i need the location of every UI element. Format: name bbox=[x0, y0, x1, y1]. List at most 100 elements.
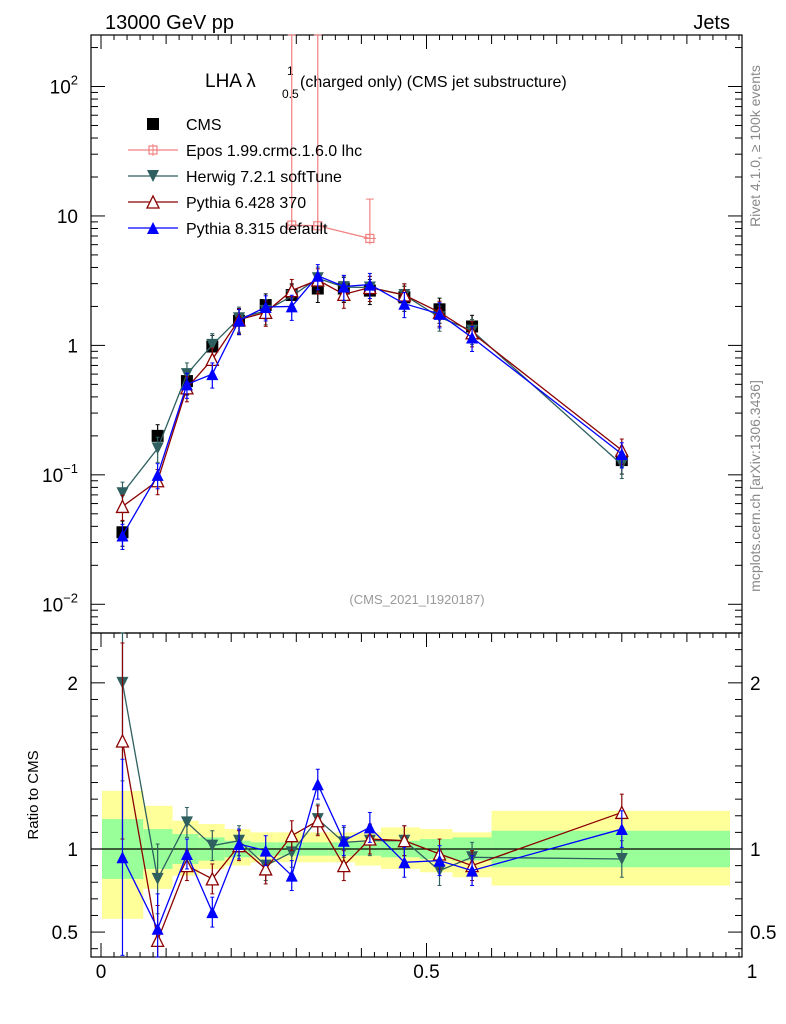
herwig-marker bbox=[151, 872, 164, 885]
main-axes: 10−2 10−1 1 10 102 bbox=[42, 34, 743, 634]
pythia8-marker bbox=[433, 307, 446, 320]
series-herwig bbox=[116, 266, 628, 508]
analysis-id: (CMS_2021_I1920187) bbox=[349, 592, 484, 607]
ratio-axes: 0.5 0.5 1 1 2 2 0 0.5 1 bbox=[52, 632, 776, 983]
title-sub: 0.5 bbox=[282, 87, 299, 101]
pythia8-marker bbox=[233, 838, 246, 851]
x-tick-label: 0.5 bbox=[413, 962, 439, 983]
pythia8-marker bbox=[285, 869, 298, 882]
pythia8-marker bbox=[466, 331, 479, 344]
ratio-series-line bbox=[121, 782, 622, 931]
pythia8-marker bbox=[398, 297, 411, 310]
pythia6-marker bbox=[310, 813, 325, 828]
pythia6-marker bbox=[115, 733, 130, 748]
herwig-marker bbox=[206, 839, 219, 852]
pythia6-marker bbox=[284, 828, 299, 843]
epos-marker bbox=[285, 219, 298, 232]
legend-label: Pythia 8.315 default bbox=[186, 221, 328, 238]
series-pythia8 bbox=[116, 264, 628, 550]
pythia8-marker bbox=[615, 823, 628, 836]
herwig-marker bbox=[615, 852, 628, 865]
pythia8-marker bbox=[615, 447, 628, 460]
pythia8-marker bbox=[206, 906, 219, 919]
pythia6-marker bbox=[336, 858, 351, 873]
ratio-y-tick-label: 2 bbox=[67, 674, 78, 695]
ratio-series-layer bbox=[115, 632, 629, 958]
ratio-series-pythia6 bbox=[115, 642, 629, 958]
pythia8-marker bbox=[433, 854, 446, 867]
pythia8-marker bbox=[259, 300, 272, 313]
pythia6-marker bbox=[258, 861, 273, 876]
title-main: LHA λ bbox=[205, 71, 256, 92]
herwig-marker bbox=[285, 846, 298, 859]
pythia6-marker bbox=[205, 871, 220, 886]
side-label-rivet: Rivet 4.1.0, ≥ 100k events bbox=[747, 65, 763, 227]
pythia6-marker bbox=[115, 498, 130, 514]
pythia6-marker bbox=[397, 833, 412, 848]
main-series-layer bbox=[115, 34, 629, 550]
epos-marker bbox=[311, 219, 324, 232]
herwig-marker bbox=[206, 338, 219, 351]
series-line bbox=[121, 274, 623, 536]
y-tick-label: 1 bbox=[67, 336, 78, 357]
title-sup: 1 bbox=[287, 64, 294, 78]
pythia8-marker bbox=[285, 300, 298, 313]
herwig-marker bbox=[147, 170, 159, 182]
ratio-y-tick-label: 0.5 bbox=[52, 923, 78, 944]
ratio-y-tick-label-right: 0.5 bbox=[750, 923, 776, 944]
cms-marker bbox=[147, 118, 159, 130]
ratio-series-pythia8 bbox=[116, 758, 628, 958]
pythia8-marker bbox=[151, 468, 164, 481]
legend-item-herwig: Herwig 7.2.1 softTune bbox=[128, 169, 342, 186]
ratio-ylabel: Ratio to CMS bbox=[25, 750, 42, 839]
y-tick-label: 102 bbox=[50, 73, 78, 99]
ratio-y-tick-label: 1 bbox=[67, 840, 78, 861]
x-tick-label: 0 bbox=[96, 962, 107, 983]
pythia8-marker bbox=[337, 834, 350, 847]
herwig-marker bbox=[151, 442, 164, 455]
epos-marker bbox=[147, 144, 159, 156]
pythia8-marker bbox=[363, 278, 376, 291]
y-tick-label: 10−2 bbox=[42, 590, 78, 616]
y-tick-label: 10 bbox=[57, 207, 78, 228]
series-line bbox=[121, 277, 623, 494]
series-epos bbox=[285, 34, 376, 245]
series-line bbox=[122, 279, 623, 507]
herwig-marker bbox=[116, 487, 129, 500]
legend-item-epos: Epos 1.99.crmc.1.6.0 lhc bbox=[128, 143, 362, 160]
legend-label: Herwig 7.2.1 softTune bbox=[186, 169, 342, 186]
pythia8-marker bbox=[311, 269, 324, 282]
ratio-series-line bbox=[121, 682, 622, 881]
legend-label: Pythia 6.428 370 bbox=[186, 195, 306, 212]
ratio-y-tick-label-right: 1 bbox=[750, 840, 761, 861]
herwig-marker bbox=[180, 816, 193, 829]
pythia6-marker bbox=[145, 194, 161, 209]
pythia8-marker bbox=[259, 844, 272, 857]
pythia8-marker bbox=[116, 851, 129, 864]
pythia8-marker bbox=[206, 368, 219, 381]
legend-label: Epos 1.99.crmc.1.6.0 lhc bbox=[186, 143, 362, 160]
pythia8-marker bbox=[233, 314, 246, 327]
pythia8-marker bbox=[337, 280, 350, 293]
legend: CMS Epos 1.99.crmc.1.6.0 lhc Herwig 7.2.1 … bbox=[128, 117, 362, 238]
ratio-y-tick-label-right: 2 bbox=[750, 674, 761, 695]
cms-marker bbox=[151, 429, 164, 442]
side-label-site: mcplots.cern.ch [arXiv:1306.3436] bbox=[747, 380, 763, 592]
pythia8-marker bbox=[180, 378, 193, 391]
series-cms bbox=[116, 276, 628, 547]
pythia8-marker bbox=[151, 922, 164, 935]
legend-item-pythia6: Pythia 6.428 370 bbox=[128, 194, 306, 212]
pythia8-marker bbox=[116, 529, 129, 542]
pythia8-marker bbox=[363, 821, 376, 834]
pythia8-marker bbox=[466, 864, 479, 877]
pythia8-marker bbox=[311, 778, 324, 791]
plot-title: LHA λ 1 0.5 (charged only) (CMS jet subs… bbox=[205, 64, 567, 101]
x-tick-label: 1 bbox=[747, 962, 758, 983]
ratio-frame bbox=[90, 632, 743, 958]
series-pythia6 bbox=[115, 268, 629, 521]
ratio-uncertainty-bands bbox=[102, 790, 730, 919]
process-label: Jets bbox=[693, 12, 730, 34]
epos-marker bbox=[363, 232, 376, 245]
legend-label: CMS bbox=[186, 117, 222, 134]
